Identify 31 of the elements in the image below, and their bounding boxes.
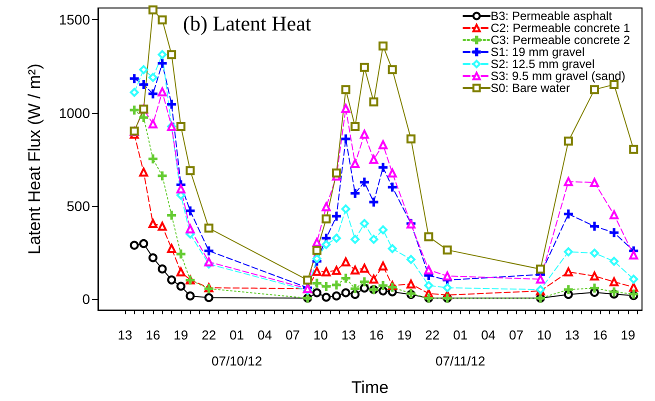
legend-label: C2: Permeable concrete 1 xyxy=(490,21,630,35)
x-tick-label: 16 xyxy=(146,328,160,343)
chart-title: (b) Latent Heat xyxy=(183,12,312,36)
x-tick-label: 13 xyxy=(564,328,580,343)
x-tick-label: 19 xyxy=(620,328,636,343)
x-tick-label: 22 xyxy=(202,328,216,343)
x-tick-label: 04 xyxy=(481,328,496,343)
x-tick-label: 07 xyxy=(509,328,524,343)
x-tick-label: 07 xyxy=(285,328,300,343)
y-axis-title: Latent Heat Flux (W / m²) xyxy=(25,64,44,254)
legend-label: S3: 9.5 mm gravel (sand) xyxy=(490,69,626,83)
legend-label: S0: Bare water xyxy=(490,81,570,95)
y-tick-label: 500 xyxy=(66,198,90,214)
x-axis-title: Time xyxy=(351,378,389,397)
x-tick-label: 22 xyxy=(425,328,440,343)
x-tick-label: 13 xyxy=(118,328,132,343)
y-tick-label: 1000 xyxy=(58,104,90,121)
x-tick-label: 04 xyxy=(258,328,272,343)
x-tick-label: 13 xyxy=(341,328,356,343)
x-tick-label: 10 xyxy=(536,328,552,343)
y-tick-label: 1500 xyxy=(58,12,90,28)
x-tick-label: 16 xyxy=(592,328,608,343)
x-tick-label: 19 xyxy=(397,328,412,343)
x-tick-label: 19 xyxy=(174,328,188,343)
y-tick-label: 0 xyxy=(82,291,90,308)
legend-label: B3: Permeable asphalt xyxy=(490,9,613,23)
legend-label: S1: 19 mm gravel xyxy=(490,45,585,59)
x-tick-label: 16 xyxy=(369,328,384,343)
legend-label: S2: 12.5 mm gravel xyxy=(490,57,595,71)
legend-label: C3: Permeable concrete 2 xyxy=(490,33,630,47)
x-tick-label: 10 xyxy=(313,328,328,343)
